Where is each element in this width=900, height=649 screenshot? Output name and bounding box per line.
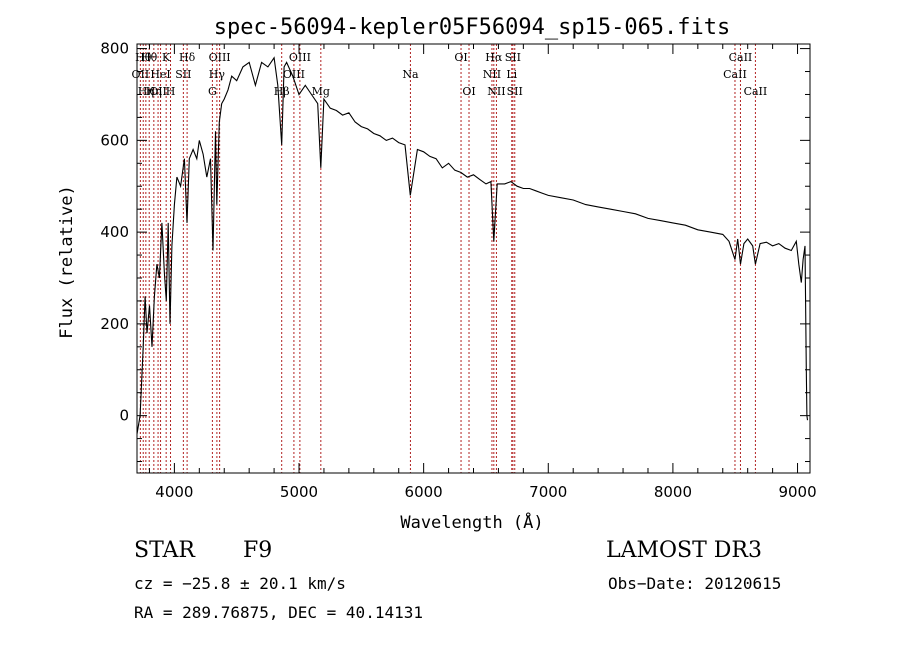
obs-date: Obs−Date: 20120615: [608, 574, 782, 593]
redshift-readout: cz = −25.8 ± 20.1 km/s: [134, 574, 346, 593]
line-label: NII: [483, 68, 501, 81]
x-tick-label: 6000: [405, 483, 443, 501]
coordinates: RA = 289.76875, DEC = 40.14131: [134, 603, 423, 622]
line-label: OI: [462, 85, 475, 98]
x-tick-label: 9000: [778, 483, 816, 501]
emission-lines-layer: [139, 44, 756, 473]
y-axis-label: Flux (relative): [57, 185, 77, 339]
line-label: SII: [505, 51, 521, 64]
line-label: Hγ: [209, 68, 226, 81]
line-label: Hδ: [179, 51, 196, 64]
line-label: H: [166, 85, 176, 98]
line-label: OIII: [289, 51, 311, 64]
line-label: Hβ: [274, 85, 290, 98]
y-tick-label: 600: [100, 131, 129, 149]
plot-frame: [136, 43, 811, 474]
line-label: NII: [487, 85, 505, 98]
spectrum-line: [136, 56, 809, 435]
object-subclass: F9: [243, 538, 273, 563]
axis-ticks: 4000 5000 6000 7000 8000 9000 0 200 400 600 800: [100, 40, 816, 501]
object-type: STAR: [134, 538, 195, 563]
line-label: OI: [454, 51, 467, 64]
line-label: CaII: [723, 68, 747, 81]
line-label: SII: [507, 85, 523, 98]
line-label: K: [162, 51, 171, 64]
x-tick-label: 5000: [280, 483, 318, 501]
line-label: Hθ: [135, 51, 152, 64]
line-label: OII: [149, 85, 167, 98]
line-label: G: [208, 85, 217, 98]
line-label: Na: [402, 68, 419, 81]
line-label: Mg: [312, 85, 330, 98]
line-label: Hθ: [141, 51, 158, 64]
chart-title: spec-56094-kepler05F56094_sp15-065.fits: [214, 15, 731, 40]
line-label: OII: [132, 68, 150, 81]
emission-line-labels: OIIHθHηHθHηOIIHeIKHSIIHδGHγOIIIHβOIIIOII…: [132, 51, 768, 98]
x-axis-label: Wavelength (Å): [400, 511, 543, 533]
line-label: CaII: [729, 51, 753, 64]
line-label: Hη: [146, 85, 162, 98]
x-tick-label: 4000: [155, 483, 193, 501]
y-tick-label: 200: [100, 315, 129, 333]
line-label: CaII: [744, 85, 768, 98]
survey-name: LAMOST DR3: [606, 538, 762, 563]
line-label: OIII: [283, 68, 305, 81]
line-label: SII: [175, 68, 191, 81]
line-label: Li: [506, 68, 517, 81]
x-tick-label: 8000: [654, 483, 692, 501]
line-label: OIII: [209, 51, 231, 64]
y-tick-label: 800: [100, 40, 129, 58]
line-label: HeI: [150, 68, 170, 81]
y-tick-label: 0: [119, 407, 129, 425]
y-tick-label: 400: [100, 223, 129, 241]
x-tick-label: 7000: [529, 483, 567, 501]
line-label: Hα: [485, 51, 503, 64]
